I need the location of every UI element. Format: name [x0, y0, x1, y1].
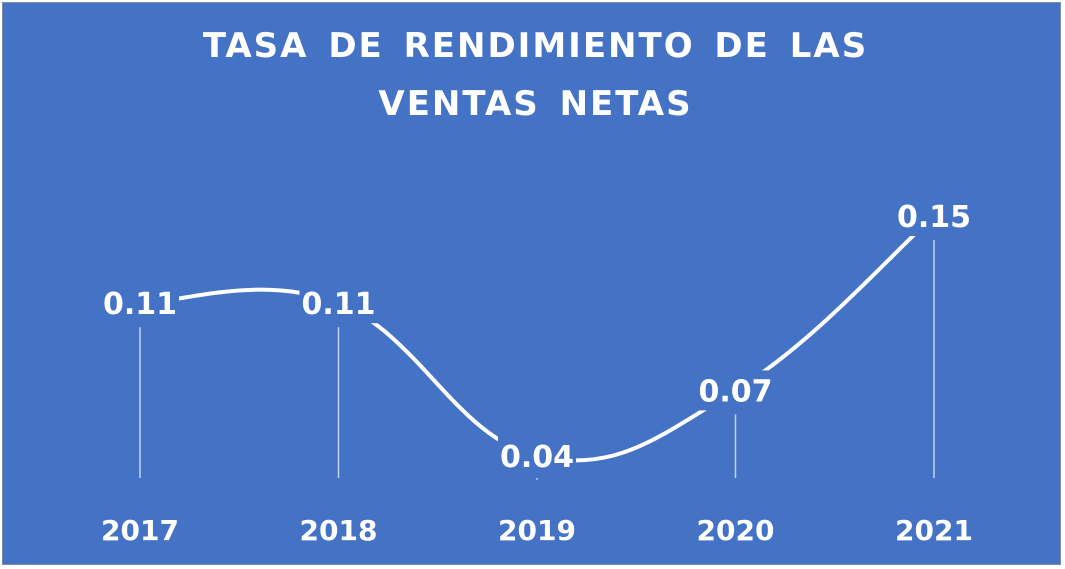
data-label-2018: 0.11	[301, 287, 375, 322]
data-label-2019: 0.04	[500, 440, 574, 475]
data-label-bg-2019	[498, 435, 576, 476]
x-tick-label-2020: 2020	[697, 514, 775, 547]
data-label-2017: 0.11	[103, 287, 177, 322]
data-label-2021: 0.15	[897, 200, 971, 235]
data-label-bg-2017	[101, 283, 179, 324]
data-label-bg-2021	[895, 196, 973, 236]
x-tick-label-2018: 2018	[300, 514, 378, 547]
chart-title-line-2: VENTAS NETAS	[378, 84, 693, 124]
chart-title: TASA DE RENDIMIENTO DE LAS VENTAS NETAS	[3, 17, 1065, 133]
x-tick-label-2017: 2017	[101, 514, 179, 547]
chart-title-line-1: TASA DE RENDIMIENTO DE LAS	[202, 26, 869, 66]
data-label-bg-2020	[696, 370, 775, 411]
x-tick-label-2021: 2021	[895, 514, 973, 547]
x-tick-label-2019: 2019	[498, 514, 576, 547]
data-label-2020: 0.07	[698, 374, 772, 409]
data-label-bg-2018	[299, 283, 378, 324]
series-line	[138, 214, 936, 463]
